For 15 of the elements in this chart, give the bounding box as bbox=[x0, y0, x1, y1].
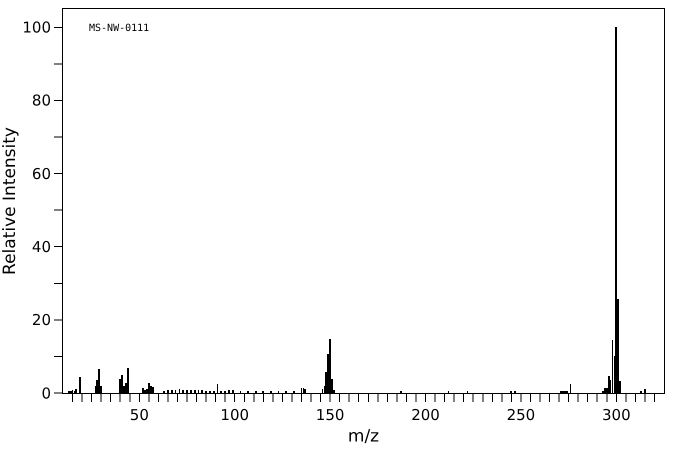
y-tick-label: 40 bbox=[32, 238, 51, 256]
annotation: MS-NW-0111 bbox=[89, 23, 150, 34]
x-axis-title: m/z bbox=[348, 426, 380, 446]
y-tick-label: 0 bbox=[41, 384, 51, 402]
x-tick-label: 100 bbox=[220, 406, 250, 424]
y-tick-label: 60 bbox=[32, 164, 51, 183]
x-tick-label: 200 bbox=[411, 406, 440, 424]
x-tick-label: 150 bbox=[316, 406, 344, 424]
x-tick-label: 250 bbox=[506, 406, 536, 424]
y-tick-label: 100 bbox=[22, 18, 51, 37]
x-tick-label: 50 bbox=[130, 406, 149, 424]
y-axis-title: Relative Intensity bbox=[0, 127, 20, 275]
y-tick-label: 80 bbox=[32, 92, 51, 110]
y-tick-label: 20 bbox=[32, 311, 51, 330]
x-tick-label: 300 bbox=[602, 406, 631, 424]
